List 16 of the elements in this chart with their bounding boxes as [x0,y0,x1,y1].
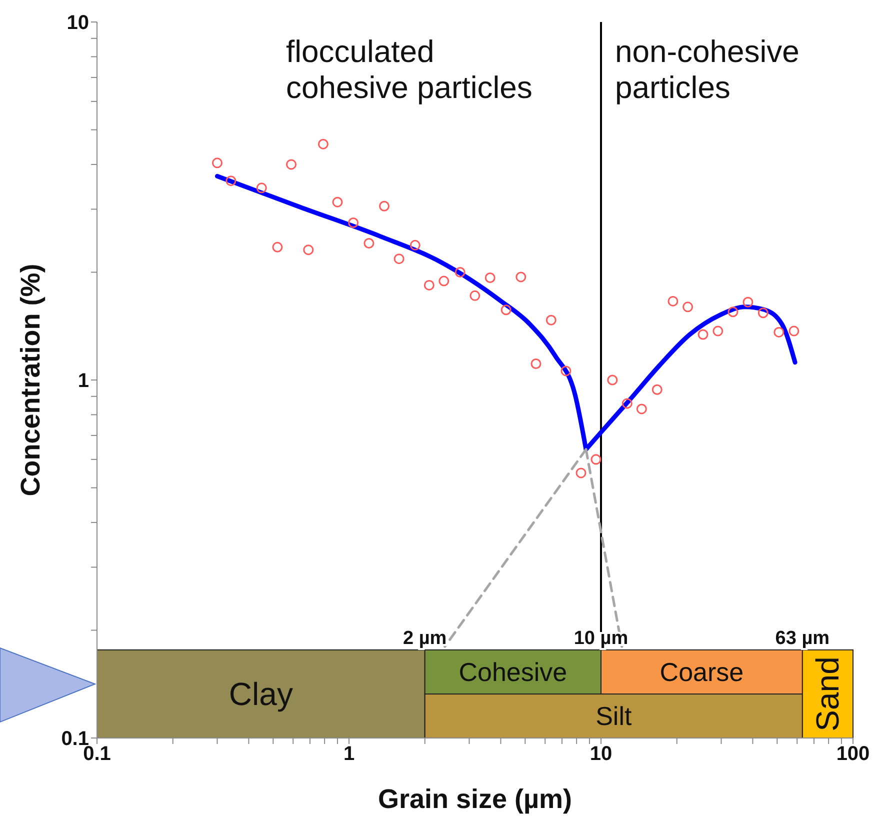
annotation: flocculated cohesive particles [286,34,532,106]
band-label: Sand [810,656,846,732]
x-tick-label: 10 [590,743,612,766]
annotation: 2 µm [403,628,447,649]
x-tick-label: 1 [343,743,355,766]
band-label: Coarse [660,656,744,687]
band-label: Silt [596,700,632,731]
band-label: Clay [228,676,293,712]
band-label: Cohesive [458,656,568,687]
y-tick-label: 1 [78,370,89,392]
annotation: non-cohesive particles [615,34,800,106]
x-axis-title: Grain size (µm) [378,784,572,814]
x-tick-label: 100 [836,743,870,766]
y-axis-title: Concentration (%) [16,264,46,496]
y-tick-label: 10 [66,12,89,34]
annotation: 63 µm [775,628,830,649]
